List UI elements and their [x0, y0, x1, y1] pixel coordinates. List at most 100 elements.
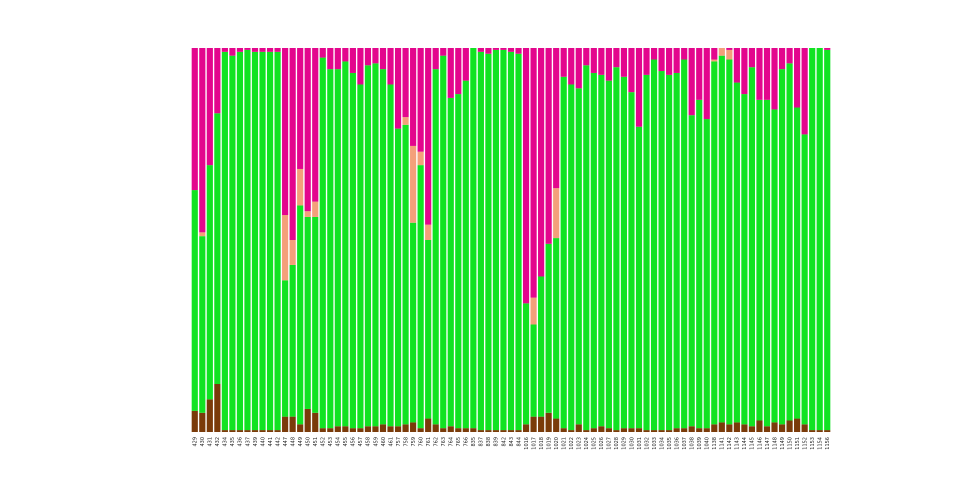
bar-segment-s2-1028 [613, 67, 620, 431]
bar-segment-s4-837 [477, 48, 484, 52]
x-tick-label: 457 [358, 437, 364, 447]
x-tick-label: 442 [275, 437, 281, 447]
x-tick-label: 759 [411, 437, 417, 447]
x-tick-label: 1022 [569, 437, 575, 450]
bar-segment-s1-761 [425, 418, 432, 432]
bar-segment-s2-1151 [794, 107, 801, 419]
bar-segment-s1-442 [274, 430, 281, 432]
x-tick-label: 1018 [539, 437, 545, 450]
x-tick-label: 1035 [667, 437, 673, 450]
bar-segment-s4-1022 [568, 48, 575, 85]
x-tick-label: 439 [253, 437, 259, 447]
x-tick-label: 835 [471, 437, 477, 447]
bar-segment-s1-437 [244, 430, 251, 432]
bar-segment-s4-844 [515, 48, 522, 54]
bar-segment-s1-461 [387, 426, 394, 432]
bar-segment-s1-838 [485, 430, 492, 432]
x-tick-label: 461 [388, 437, 394, 447]
bar-segment-s1-1141 [718, 422, 725, 432]
bar-segment-s2-762 [432, 69, 439, 425]
x-tick-label: 431 [208, 437, 214, 447]
x-tick-label: 454 [336, 437, 342, 447]
bar-segment-s4-1032 [643, 48, 650, 75]
bar-segment-s2-1152 [801, 134, 808, 425]
bar-segment-s1-758 [402, 424, 409, 432]
bar-segment-s1-448 [289, 416, 296, 432]
bar-segment-s4-1029 [620, 48, 628, 77]
bar-segment-s1-1026 [598, 426, 605, 432]
bar-segment-s4-1033 [650, 48, 658, 60]
bar-segment-s4-432 [214, 48, 221, 114]
bar-segment-s4-1017 [530, 48, 537, 298]
bar-segment-s1-1020 [553, 418, 560, 432]
bar-segment-s1-1031 [635, 428, 643, 432]
bar-segment-s4-843 [507, 48, 515, 52]
bar-segment-s4-451 [312, 48, 319, 202]
x-tick-label: 1037 [682, 437, 688, 450]
bar-segment-s1-436 [236, 430, 244, 432]
x-tick-layer: 429 430 431 432 434 435 436 437 439 440 441 442 447 4… [193, 437, 831, 450]
bar-layer [191, 48, 831, 432]
x-tick-label: 460 [381, 437, 387, 447]
bar-segment-s4-459 [372, 48, 379, 64]
bar-segment-s2-757 [394, 128, 402, 427]
bar-segment-s4-1144 [741, 48, 748, 95]
bar-segment-s4-436 [236, 48, 244, 52]
bar-segment-s2-459 [372, 63, 379, 427]
bar-segment-s4-429 [191, 48, 198, 191]
bar-segment-s2-1148 [771, 109, 778, 423]
bar-segment-s4-1148 [771, 48, 778, 110]
bar-segment-s1-1149 [778, 424, 786, 432]
bar-segment-s1-1024 [583, 430, 590, 432]
bar-segment-s1-1145 [748, 426, 756, 432]
bar-segment-s4-1146 [756, 48, 763, 100]
bar-segment-s4-431 [206, 48, 213, 166]
x-tick-label: 1146 [757, 437, 763, 450]
x-tick-label: 1033 [652, 437, 658, 450]
bar-segment-s4-765 [455, 48, 462, 95]
x-tick-label: 1153 [810, 437, 816, 450]
bar-segment-s2-1149 [778, 69, 786, 425]
x-tick-label: 434 [223, 437, 229, 447]
x-tick-label: 1019 [546, 437, 552, 450]
bar-segment-s4-839 [492, 48, 500, 50]
bar-segment-s4-435 [229, 48, 236, 56]
bar-segment-s2-434 [221, 51, 228, 431]
bar-segment-s4-1027 [605, 48, 612, 81]
bar-segment-s4-761 [425, 48, 432, 225]
x-tick-label: 459 [373, 437, 379, 447]
x-tick-label: 838 [486, 437, 492, 447]
x-tick-label: 760 [418, 437, 424, 447]
bar-segment-s1-1039 [696, 428, 703, 432]
bar-segment-s1-766 [462, 428, 469, 432]
bar-segment-s4-447 [282, 48, 289, 216]
x-tick-label: 1156 [825, 437, 831, 450]
bar-segment-s1-1144 [741, 424, 748, 432]
bar-segment-s4-460 [379, 48, 387, 70]
x-tick-label: 1039 [697, 437, 703, 450]
bar-segment-s2-461 [387, 84, 394, 427]
bar-segment-s2-765 [455, 94, 462, 429]
bar-segment-s2-844 [515, 53, 522, 431]
bar-segment-s4-457 [357, 48, 364, 85]
bar-segment-s4-1024 [583, 48, 590, 66]
bar-segment-s2-1037 [681, 59, 688, 429]
bar-segment-s1-842 [500, 430, 507, 432]
bar-segment-s2-432 [214, 113, 221, 384]
bar-segment-s1-1040 [703, 428, 710, 432]
bar-segment-s2-439 [251, 51, 259, 431]
bar-segment-s2-430 [199, 236, 206, 413]
bar-segment-s1-1025 [590, 428, 597, 432]
x-tick-label: 437 [245, 437, 251, 447]
bar-segment-s3-759 [410, 145, 417, 223]
x-tick-label: 449 [298, 437, 304, 447]
bar-segment-s2-1138 [711, 61, 718, 425]
bar-segment-s2-1029 [620, 76, 628, 429]
bar-segment-s2-456 [349, 72, 356, 429]
bar-segment-s1-1036 [673, 428, 680, 432]
bar-segment-s1-1016 [522, 424, 530, 432]
bar-segment-s3-1141 [718, 48, 725, 56]
x-tick-label: 1148 [772, 437, 778, 450]
x-tick-label: 1154 [818, 437, 824, 450]
x-tick-label: 435 [230, 437, 236, 447]
